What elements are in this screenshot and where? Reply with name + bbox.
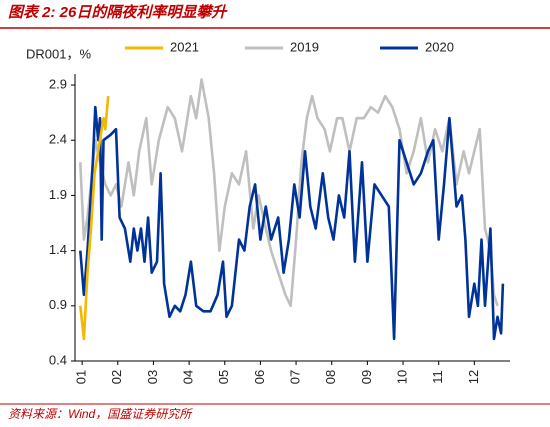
x-tick-label: 02 [109,370,124,384]
x-tick-label: 12 [466,370,481,384]
x-tick-label: 08 [323,370,338,384]
y-tick-label: 1.9 [49,187,67,202]
series-line [79,95,110,341]
legend-label: 2020 [425,39,454,54]
x-tick-label: 07 [288,370,303,384]
y-tick-label: 0.4 [49,352,67,367]
x-tick-label: 04 [181,370,196,384]
source: 资料来源：Wind，国盛证券研究所 [8,407,193,421]
x-tick-label: 10 [394,370,409,384]
legend-label: 2019 [290,39,319,54]
x-tick-label: 09 [359,370,374,384]
x-tick-label: 03 [145,370,160,384]
series-line [79,105,505,341]
x-tick-label: 01 [74,370,89,384]
x-tick-label: 05 [216,370,231,384]
y-tick-label: 2.4 [49,132,67,147]
chart-title: 图表 2: 26日的隔夜利率明显攀升 [8,3,228,21]
y-tick-label: 1.4 [49,242,67,257]
y-tick-label: 2.9 [49,76,67,91]
x-tick-label: 11 [430,370,445,384]
x-tick-label: 06 [252,370,267,384]
y-axis-label: DR001，% [26,46,91,61]
y-tick-label: 0.9 [49,297,67,312]
legend-label: 2021 [170,39,199,54]
